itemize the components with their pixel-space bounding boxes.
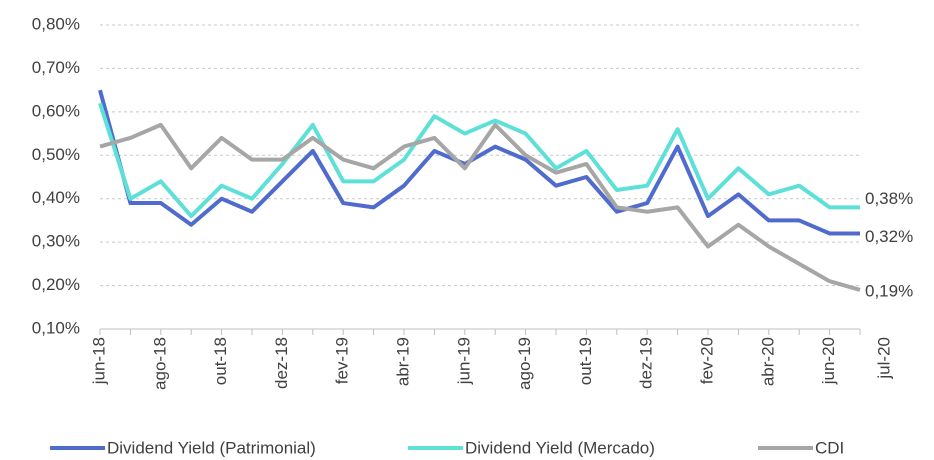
x-tick-label: fev-20 [697, 337, 716, 384]
y-tick-label: 0,70% [32, 58, 80, 77]
x-tick-label: ago-18 [150, 337, 169, 390]
legend-label: Dividend Yield (Patrimonial) [107, 438, 316, 457]
data-label: 0,19% [865, 281, 913, 300]
data-label: 0,32% [865, 227, 913, 246]
legend-label: CDI [815, 438, 844, 457]
y-tick-label: 0,20% [32, 275, 80, 294]
x-tick-label: jun-18 [89, 337, 108, 385]
x-tick-label: dez-19 [637, 337, 656, 389]
y-tick-label: 0,80% [32, 14, 80, 33]
series-line [98, 102, 860, 219]
x-tick-label: jul-20 [874, 337, 893, 380]
legend-label: Dividend Yield (Mercado) [465, 438, 655, 457]
series-line [99, 122, 861, 292]
series-line [98, 89, 860, 236]
x-tick-label: jun-20 [819, 337, 838, 385]
y-tick-label: 0,50% [32, 145, 80, 164]
y-tick-label: 0,60% [32, 101, 80, 120]
x-tick-label: ago-19 [515, 337, 534, 390]
x-tick-label: jun-19 [454, 337, 473, 385]
y-tick-label: 0,30% [32, 232, 80, 251]
x-tick-label: out-18 [211, 337, 230, 385]
x-tick-label: fev-19 [333, 337, 352, 384]
x-tick-label: abr-19 [393, 337, 412, 386]
y-tick-label: 0,40% [32, 188, 80, 207]
x-tick-label: dez-18 [272, 337, 291, 389]
data-label: 0,38% [865, 189, 913, 208]
x-tick-label: out-19 [576, 337, 595, 385]
x-tick-label: abr-20 [758, 337, 777, 386]
y-tick-label: 0,10% [32, 318, 80, 337]
